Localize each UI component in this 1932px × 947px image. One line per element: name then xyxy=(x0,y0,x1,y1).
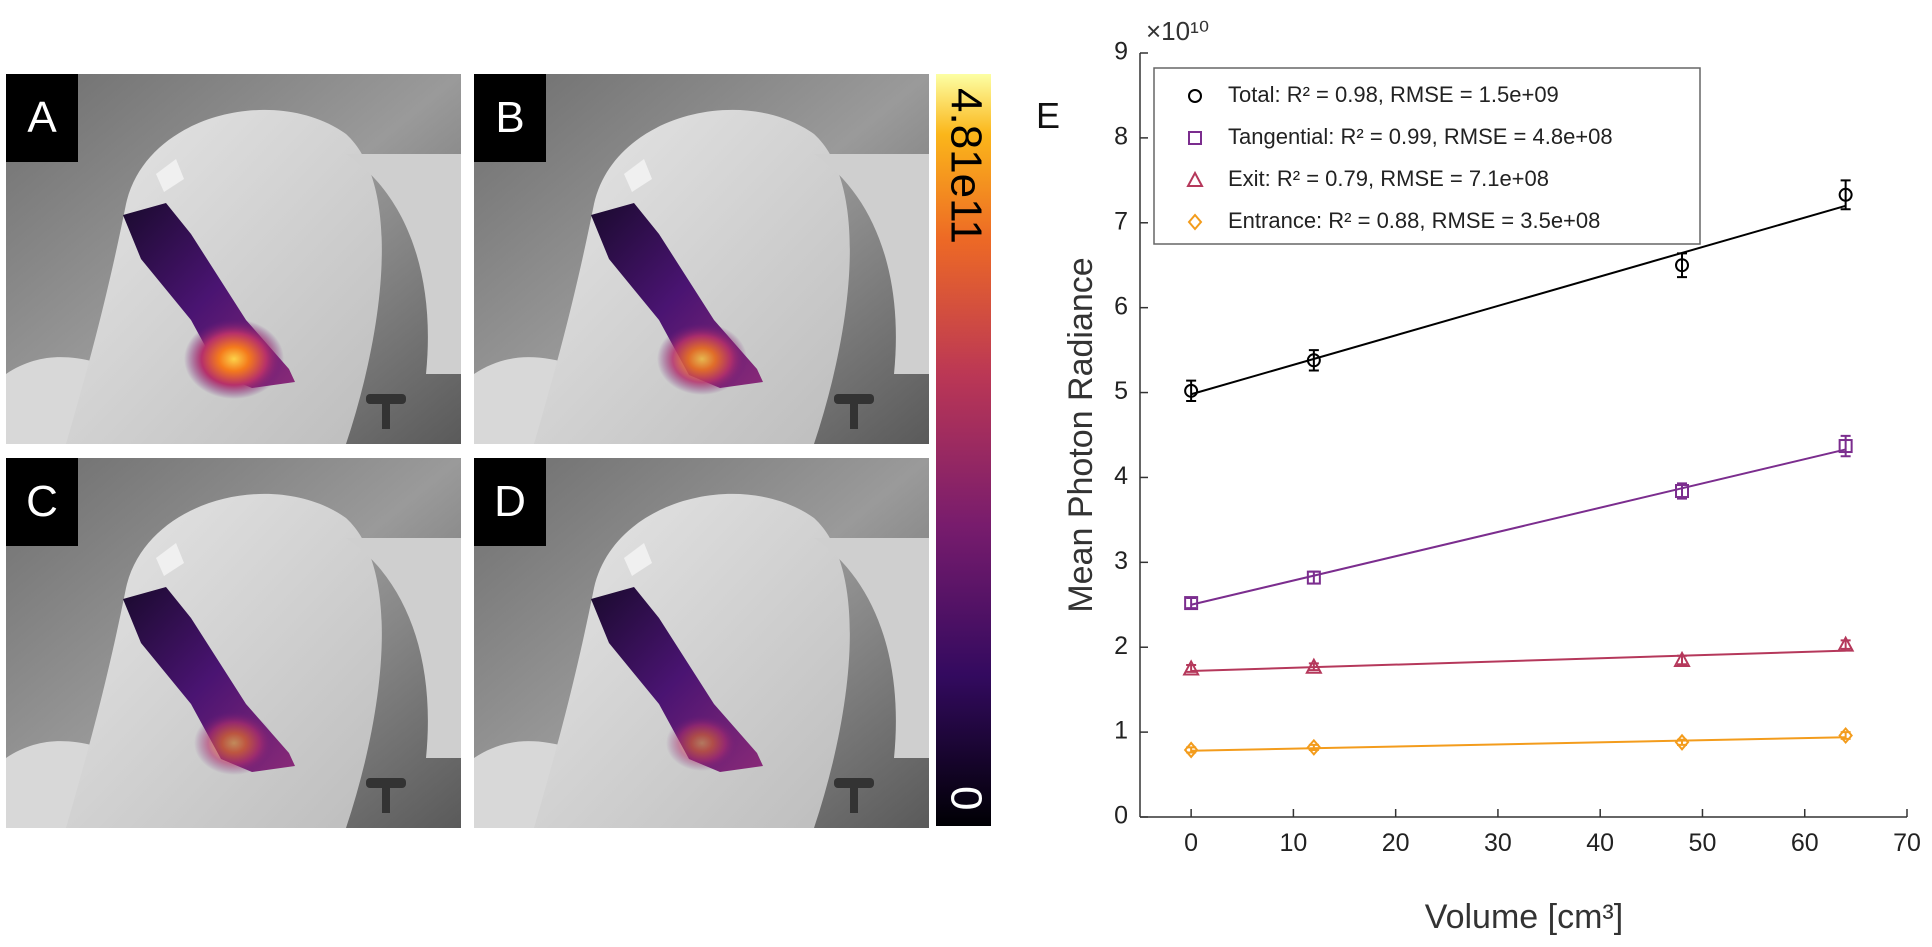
legend-text: Total: R² = 0.98, RMSE = 1.5e+09 xyxy=(1228,82,1559,107)
marker xyxy=(1182,659,1200,676)
marker xyxy=(1184,596,1199,611)
image-panel: C xyxy=(6,458,461,828)
x-axis-label: Volume [cm³] xyxy=(1425,898,1623,936)
y-tick-label: 6 xyxy=(1114,292,1128,320)
fit-line xyxy=(1190,448,1846,606)
error-bar xyxy=(1840,639,1851,650)
marker xyxy=(1675,484,1690,499)
heat-spot xyxy=(657,323,747,395)
y-tick-label: 2 xyxy=(1114,632,1128,660)
y-tick-label: 3 xyxy=(1114,547,1128,575)
x-tick-label: 10 xyxy=(1279,829,1307,857)
fit-line xyxy=(1191,649,1846,672)
y-tick-label: 7 xyxy=(1114,207,1128,235)
x-tick-label: 30 xyxy=(1484,829,1512,857)
heat-spot xyxy=(184,319,284,399)
fit-line xyxy=(1191,736,1846,752)
error-bar xyxy=(1840,179,1851,211)
heat-spot xyxy=(666,715,738,771)
marker xyxy=(1673,650,1691,667)
image-panel: B xyxy=(474,74,929,444)
marker xyxy=(1187,213,1203,231)
y-tick-label: 1 xyxy=(1114,717,1128,745)
marker xyxy=(1838,439,1853,454)
error-bar xyxy=(1186,379,1197,403)
heat-spot xyxy=(194,711,274,775)
legend-box xyxy=(1153,67,1701,245)
x-tick-label: 70 xyxy=(1893,829,1921,857)
panel-label: B xyxy=(495,93,524,142)
error-bar xyxy=(1308,570,1319,585)
marker xyxy=(1188,89,1202,103)
legend: Total: R² = 0.98, RMSE = 1.5e+09 Tangenti… xyxy=(1153,67,1701,245)
label-box xyxy=(474,458,546,546)
error-bar xyxy=(1308,662,1319,672)
marker xyxy=(1184,383,1199,398)
marker xyxy=(1306,570,1321,585)
label-box xyxy=(6,74,78,162)
marker xyxy=(1306,738,1322,756)
y-tick-label: 8 xyxy=(1114,122,1128,150)
panel-label: E xyxy=(1036,95,1060,136)
marker xyxy=(1674,733,1690,751)
x-tick-label: 60 xyxy=(1791,829,1819,857)
panel-label: C xyxy=(26,477,58,526)
marker xyxy=(1675,258,1690,273)
error-bar xyxy=(1186,664,1197,673)
error-bar xyxy=(1677,654,1688,666)
image-panel: D xyxy=(474,458,929,828)
legend-text: Tangential: R² = 0.99, RMSE = 4.8e+08 xyxy=(1228,124,1613,149)
y-axis-label: Mean Photon Radiance xyxy=(1062,257,1100,612)
y-tick-label: 9 xyxy=(1114,38,1128,66)
marker xyxy=(1838,726,1853,745)
x-tick-label: 20 xyxy=(1382,829,1410,857)
legend-text: Entrance: R² = 0.88, RMSE = 3.5e+08 xyxy=(1228,208,1600,233)
y-tick-label: 5 xyxy=(1114,377,1128,405)
x-tick-label: 0 xyxy=(1184,829,1198,857)
panel-label: D xyxy=(494,477,526,526)
label-box xyxy=(6,458,78,546)
marker xyxy=(1183,741,1199,759)
marker xyxy=(1186,170,1204,187)
marker xyxy=(1188,131,1202,145)
colorbar-max-label: 4.81e11 xyxy=(941,88,990,244)
colorbar xyxy=(936,74,991,826)
marker xyxy=(1838,187,1853,202)
y-exponent: ×10¹⁰ xyxy=(1146,16,1209,46)
fit-line xyxy=(1190,204,1846,396)
marker xyxy=(1306,353,1321,368)
plot-area: 0 1 2 3 4 5 6 7 8 9 0 10 20 30 40 50 60 70 Total: R² = 0.9… xyxy=(1114,38,1921,857)
panel-label: A xyxy=(27,93,57,142)
legend-text: Exit: R² = 0.79, RMSE = 7.1e+08 xyxy=(1228,166,1549,191)
error-bar xyxy=(1840,434,1851,458)
image-panel: A xyxy=(6,74,461,444)
x-tick-label: 40 xyxy=(1586,829,1614,857)
x-tick-label: 50 xyxy=(1689,829,1717,857)
error-bar xyxy=(1677,252,1688,279)
label-box xyxy=(474,74,546,162)
y-tick-label: 0 xyxy=(1114,802,1128,830)
y-tick-label: 4 xyxy=(1114,462,1128,490)
marker xyxy=(1305,657,1323,674)
colorbar-min-label: 0 xyxy=(941,786,990,810)
marker xyxy=(1836,635,1855,652)
